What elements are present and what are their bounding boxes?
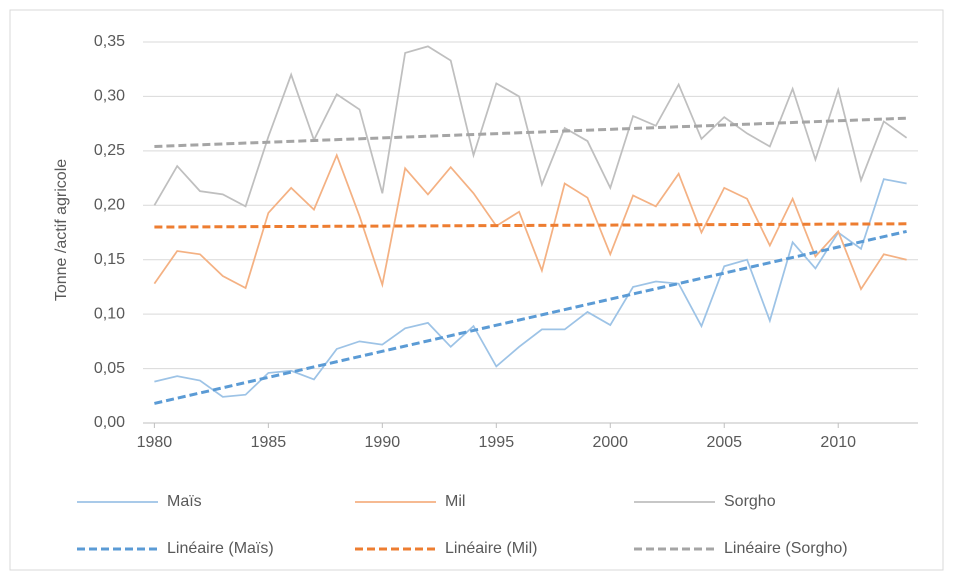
series-line bbox=[153, 152, 907, 291]
y-tick-label: 0,30 bbox=[94, 88, 125, 105]
y-tick-label: 0,10 bbox=[94, 305, 125, 322]
x-tick-label: 1995 bbox=[479, 434, 515, 451]
x-tick-label: 1990 bbox=[365, 434, 401, 451]
series-line bbox=[153, 45, 908, 208]
legend-label: Linéaire (Sorgho) bbox=[724, 540, 848, 557]
y-tick-label: 0,20 bbox=[94, 197, 125, 214]
y-tick-label: 0,15 bbox=[94, 251, 125, 268]
x-tick-label: 1980 bbox=[137, 434, 173, 451]
x-tick-label: 2000 bbox=[592, 434, 628, 451]
x-tick-label: 2010 bbox=[820, 434, 856, 451]
x-tick-label: 1985 bbox=[251, 434, 287, 451]
chart-border bbox=[9, 9, 944, 571]
legend-label: Mil bbox=[445, 493, 465, 510]
trend-line bbox=[154, 116, 907, 149]
y-tick-label: 0,35 bbox=[94, 33, 125, 50]
trend-line bbox=[154, 222, 907, 229]
x-tick-label: 2005 bbox=[706, 434, 742, 451]
y-axis-label: Tonne /actif agricole bbox=[53, 159, 70, 301]
series-line bbox=[154, 178, 907, 398]
legend-label: Sorgho bbox=[724, 493, 776, 510]
y-tick-label: 0,25 bbox=[94, 142, 125, 159]
legend-label: Linéaire (Maïs) bbox=[167, 540, 274, 557]
y-tick-label: 0,00 bbox=[94, 414, 125, 431]
legend-label: Maïs bbox=[167, 493, 202, 510]
legend-label: Linéaire (Mil) bbox=[445, 540, 537, 557]
trend-line bbox=[154, 229, 907, 405]
y-tick-label: 0,05 bbox=[94, 360, 125, 377]
